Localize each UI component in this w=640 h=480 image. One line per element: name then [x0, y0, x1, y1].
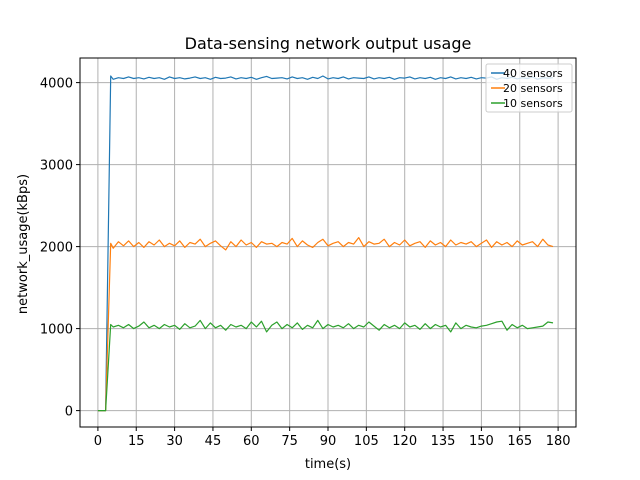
x-axis-ticks: 0 15 30 45 60 75 90 105 120 135 150 165 180 — [94, 427, 571, 449]
grid — [80, 58, 576, 427]
series-line-20-sensors — [97, 237, 554, 412]
legend-label-20-sensors: 20 sensors — [503, 82, 563, 95]
legend-label-10-sensors: 10 sensors — [503, 97, 563, 110]
y-tick-label: 2000 — [40, 241, 73, 256]
x-tick-label: 60 — [243, 434, 260, 449]
legend-box — [485, 63, 573, 113]
x-tick-label: 30 — [166, 434, 183, 449]
x-tick-label: 45 — [205, 434, 222, 449]
x-tick-label: 180 — [546, 434, 571, 449]
x-tick-label: 75 — [281, 434, 298, 449]
y-axis-label: network_usage(kBps) — [16, 174, 31, 314]
x-tick-label: 135 — [431, 434, 456, 449]
legend: 40 sensors 20 sensors 10 sensors — [485, 63, 573, 113]
x-tick-label: 15 — [128, 434, 145, 449]
x-tick-label: 165 — [507, 434, 532, 449]
series-lines — [97, 75, 554, 412]
x-tick-label: 120 — [392, 434, 417, 449]
y-tick-label: 4000 — [40, 77, 73, 92]
x-axis-label: time(s) — [305, 457, 351, 472]
x-tick-label: 0 — [94, 434, 102, 449]
y-tick-label: 0 — [65, 405, 73, 420]
y-tick-label: 1000 — [40, 323, 73, 338]
series-line-10-sensors — [97, 319, 554, 412]
y-tick-label: 3000 — [40, 159, 73, 174]
series-line-40-sensors — [97, 75, 554, 412]
x-tick-label: 150 — [469, 434, 494, 449]
legend-label-40-sensors: 40 sensors — [503, 67, 563, 80]
x-tick-label: 90 — [320, 434, 337, 449]
chart-title: Data-sensing network output usage — [185, 34, 472, 53]
y-axis-ticks: 0 1000 2000 3000 4000 — [40, 77, 80, 420]
x-tick-label: 105 — [354, 434, 379, 449]
